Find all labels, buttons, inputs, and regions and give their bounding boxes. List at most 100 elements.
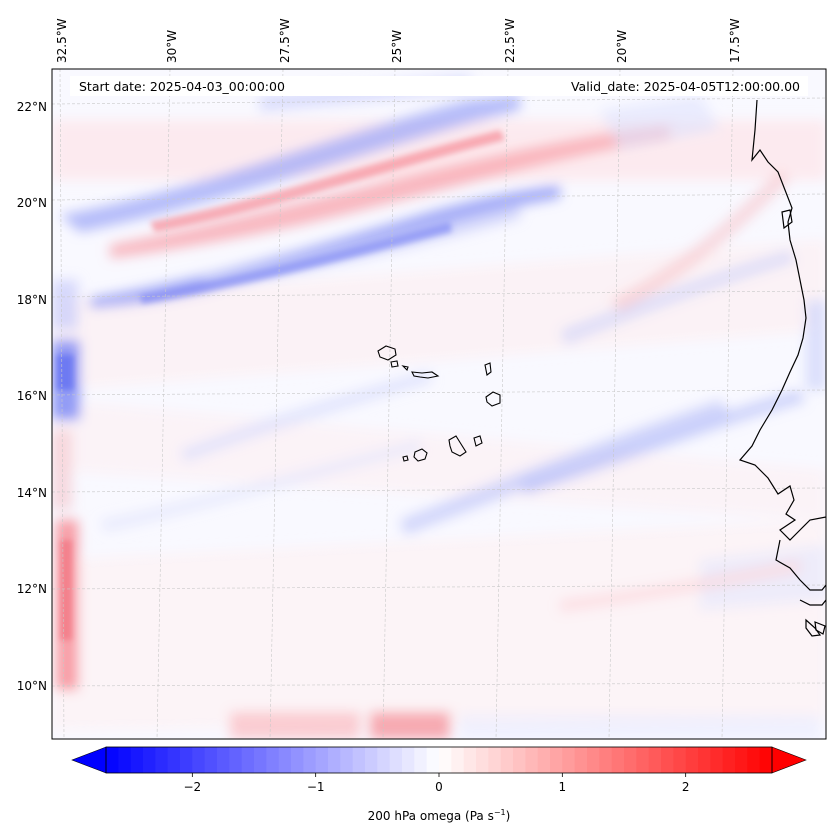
colorbar-step <box>204 747 218 773</box>
lat-label: 20°N <box>17 196 47 210</box>
colorbar-label-close: ) <box>506 809 511 823</box>
colorbar-step <box>537 747 551 773</box>
colorbar-step <box>500 747 514 773</box>
colorbar-step <box>624 747 637 773</box>
colorbar-step <box>130 747 144 773</box>
colorbar-ticks: −2 −1 0 1 2 <box>183 773 689 794</box>
latitude-labels: 22°N 20°N 18°N 16°N 14°N 12°N 10°N <box>17 100 47 693</box>
start-date-label: Start date: 2025-04-03_00:00:00 <box>79 79 285 94</box>
longitude-labels: 32.5°W 30°W 27.5°W 25°W 22.5°W 20°W 17.5… <box>55 18 742 63</box>
colorbar-step <box>217 747 230 773</box>
graticule <box>52 69 826 739</box>
island-sao-nicolau <box>411 371 440 379</box>
colorbar-step <box>414 747 428 773</box>
colorbar-step <box>180 747 193 773</box>
colorbar-step <box>451 747 465 773</box>
colorbar-tick-label: 0 <box>435 780 443 794</box>
valid-date-label: Valid_date: 2025-04-05T12:00:00.00 <box>571 79 800 94</box>
colorbar-step <box>426 747 440 773</box>
colorbar-step <box>636 747 650 773</box>
header-band <box>70 76 808 96</box>
lon-label: 22.5°W <box>503 18 517 63</box>
colorbar-step <box>550 747 563 773</box>
colorbar-step <box>291 747 304 773</box>
colorbar-max-extend <box>771 746 807 774</box>
island-sal <box>484 362 492 376</box>
colorbar-step <box>488 747 502 773</box>
colorbar-tick-label: 2 <box>682 780 690 794</box>
colorbar-step <box>735 747 748 773</box>
colorbar-step <box>673 747 687 773</box>
colorbar-step <box>574 747 588 773</box>
colorbar-step <box>303 747 317 773</box>
island-boa-vista <box>485 391 501 407</box>
colorbar-step <box>143 747 156 773</box>
colorbar-step <box>648 747 662 773</box>
lat-label: 10°N <box>17 679 47 693</box>
colorbar-step <box>513 747 526 773</box>
colorbar-step <box>254 747 267 773</box>
colorbar-label: 200 hPa omega (Pa s−1) <box>368 808 511 823</box>
island-fogo <box>413 448 428 462</box>
lon-label: 17.5°W <box>728 18 742 63</box>
colorbar-step <box>278 747 292 773</box>
omega-field <box>52 75 826 739</box>
lon-label: 20°W <box>615 30 629 63</box>
colorbar-step <box>377 747 391 773</box>
colorbar-label-exponent: −1 <box>494 808 506 817</box>
colorbar-step <box>587 747 600 773</box>
lon-label: 30°W <box>165 30 179 63</box>
colorbar-step <box>241 747 255 773</box>
lat-label: 18°N <box>17 293 47 307</box>
cape-verde-islands <box>377 345 501 462</box>
colorbar-step <box>599 747 613 773</box>
colorbar-step <box>315 747 329 773</box>
map-frame <box>51 68 827 740</box>
colorbar-step <box>340 747 354 773</box>
colorbar-step <box>352 747 366 773</box>
colorbar-steps <box>106 747 773 773</box>
colorbar-tick-label: −1 <box>307 780 325 794</box>
colorbar-label-text: 200 hPa omega (Pa s <box>368 809 494 823</box>
lat-label: 22°N <box>17 100 47 114</box>
colorbar-step <box>759 747 773 773</box>
island-santa-luzia <box>401 365 409 372</box>
colorbar-step <box>747 747 761 773</box>
colorbar: −2 −1 0 1 2 200 hPa omega (Pa s−1) <box>71 746 807 823</box>
colorbar-step <box>266 747 280 773</box>
colorbar-step <box>402 747 415 773</box>
island-brava <box>402 455 409 462</box>
colorbar-step <box>328 747 341 773</box>
colorbar-step <box>167 747 181 773</box>
colorbar-step <box>476 747 489 773</box>
africa-coastline <box>738 99 826 637</box>
colorbar-tick-label: −2 <box>183 780 201 794</box>
island-sao-vicente <box>390 360 399 368</box>
colorbar-step <box>685 747 699 773</box>
colorbar-step <box>698 747 711 773</box>
colorbar-step <box>562 747 576 773</box>
colorbar-min-extend <box>71 746 107 774</box>
colorbar-step <box>710 747 724 773</box>
colorbar-tick-label: 1 <box>559 780 567 794</box>
lon-label: 25°W <box>390 30 404 63</box>
lon-label: 27.5°W <box>278 18 292 63</box>
colorbar-step <box>525 747 539 773</box>
colorbar-step <box>229 747 243 773</box>
lat-label: 12°N <box>17 582 47 596</box>
colorbar-step <box>463 747 477 773</box>
colorbar-step <box>155 747 169 773</box>
island-santo-antao <box>377 345 397 361</box>
lat-label: 14°N <box>17 486 47 500</box>
lat-label: 16°N <box>17 389 47 403</box>
colorbar-step <box>192 747 206 773</box>
island-santiago <box>448 435 467 457</box>
colorbar-step <box>722 747 736 773</box>
colorbar-step <box>365 747 378 773</box>
colorbar-step <box>439 747 452 773</box>
colorbar-step <box>106 747 119 773</box>
colorbar-step <box>611 747 625 773</box>
island-maio <box>473 435 483 447</box>
colorbar-step <box>118 747 132 773</box>
